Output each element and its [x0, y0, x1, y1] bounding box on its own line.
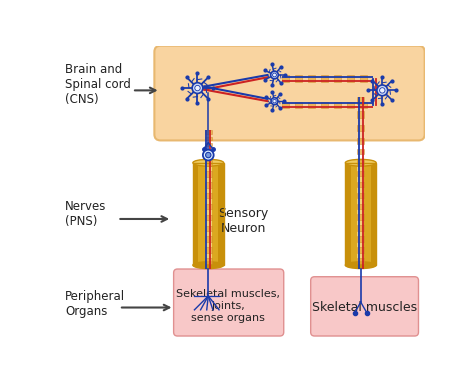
Bar	[205, 182, 212, 187]
Bar	[357, 171, 364, 176]
Bar	[205, 160, 212, 166]
Circle shape	[380, 88, 385, 93]
Bar	[205, 204, 212, 209]
Bar	[334, 102, 341, 109]
Bar	[282, 75, 289, 82]
Text: Peripheral
Organs: Peripheral Organs	[65, 290, 125, 318]
Ellipse shape	[346, 262, 376, 269]
Bar	[205, 193, 212, 199]
Bar	[193, 163, 224, 265]
Bar	[199, 163, 205, 265]
Bar	[346, 163, 351, 265]
Bar	[205, 137, 212, 140]
Bar	[357, 97, 364, 104]
Bar	[365, 163, 371, 265]
Bar	[282, 102, 289, 109]
FancyBboxPatch shape	[155, 46, 425, 141]
Circle shape	[271, 98, 278, 105]
Bar	[357, 182, 364, 187]
Text: Sekeletal muscles,
joints,
sense organs: Sekeletal muscles, joints, sense organs	[176, 290, 280, 323]
Text: Sensory
Neuron: Sensory Neuron	[219, 207, 269, 235]
Bar	[205, 163, 212, 265]
Bar	[193, 163, 199, 265]
Bar	[347, 75, 354, 82]
Bar	[357, 247, 364, 253]
Circle shape	[271, 71, 278, 79]
Bar	[205, 171, 212, 177]
Ellipse shape	[193, 262, 224, 269]
Bar	[357, 203, 364, 209]
Bar	[360, 102, 366, 109]
Circle shape	[203, 150, 214, 160]
Bar	[357, 111, 364, 118]
Circle shape	[377, 85, 388, 96]
Bar	[321, 75, 328, 82]
Bar	[346, 163, 376, 265]
FancyBboxPatch shape	[173, 269, 284, 336]
Text: Brain and
Spinal cord
(CNS): Brain and Spinal cord (CNS)	[65, 63, 131, 106]
Bar	[357, 125, 364, 131]
Ellipse shape	[193, 159, 224, 166]
Bar	[334, 75, 341, 82]
Bar	[205, 130, 212, 134]
Bar	[205, 143, 212, 146]
Text: Skeletal muscles: Skeletal muscles	[312, 301, 417, 314]
Bar	[357, 163, 365, 265]
Bar	[357, 236, 364, 242]
Bar	[371, 163, 376, 265]
Bar	[308, 102, 315, 109]
Bar	[308, 75, 315, 82]
Circle shape	[273, 73, 276, 77]
Bar	[357, 160, 364, 165]
Bar	[295, 102, 301, 109]
Bar	[347, 102, 354, 109]
Bar	[321, 102, 328, 109]
FancyBboxPatch shape	[310, 277, 419, 336]
Circle shape	[195, 85, 200, 91]
Bar	[357, 163, 365, 265]
Circle shape	[273, 99, 276, 103]
Bar	[357, 138, 364, 144]
Bar	[357, 193, 364, 198]
Bar	[205, 258, 212, 264]
Bar	[357, 149, 364, 154]
Bar	[357, 258, 364, 264]
Bar	[205, 237, 212, 242]
Circle shape	[206, 152, 211, 158]
Bar	[212, 163, 218, 265]
Bar	[357, 226, 364, 231]
Text: Nerves
(PNS): Nerves (PNS)	[65, 200, 107, 227]
Bar	[360, 75, 366, 82]
Ellipse shape	[346, 159, 376, 166]
Bar	[218, 163, 224, 265]
Circle shape	[192, 83, 203, 93]
Bar	[357, 215, 364, 220]
Bar	[205, 247, 212, 253]
Bar	[205, 226, 212, 231]
Bar	[295, 75, 301, 82]
Bar	[351, 163, 357, 265]
Bar	[205, 215, 212, 220]
Bar	[205, 163, 212, 265]
